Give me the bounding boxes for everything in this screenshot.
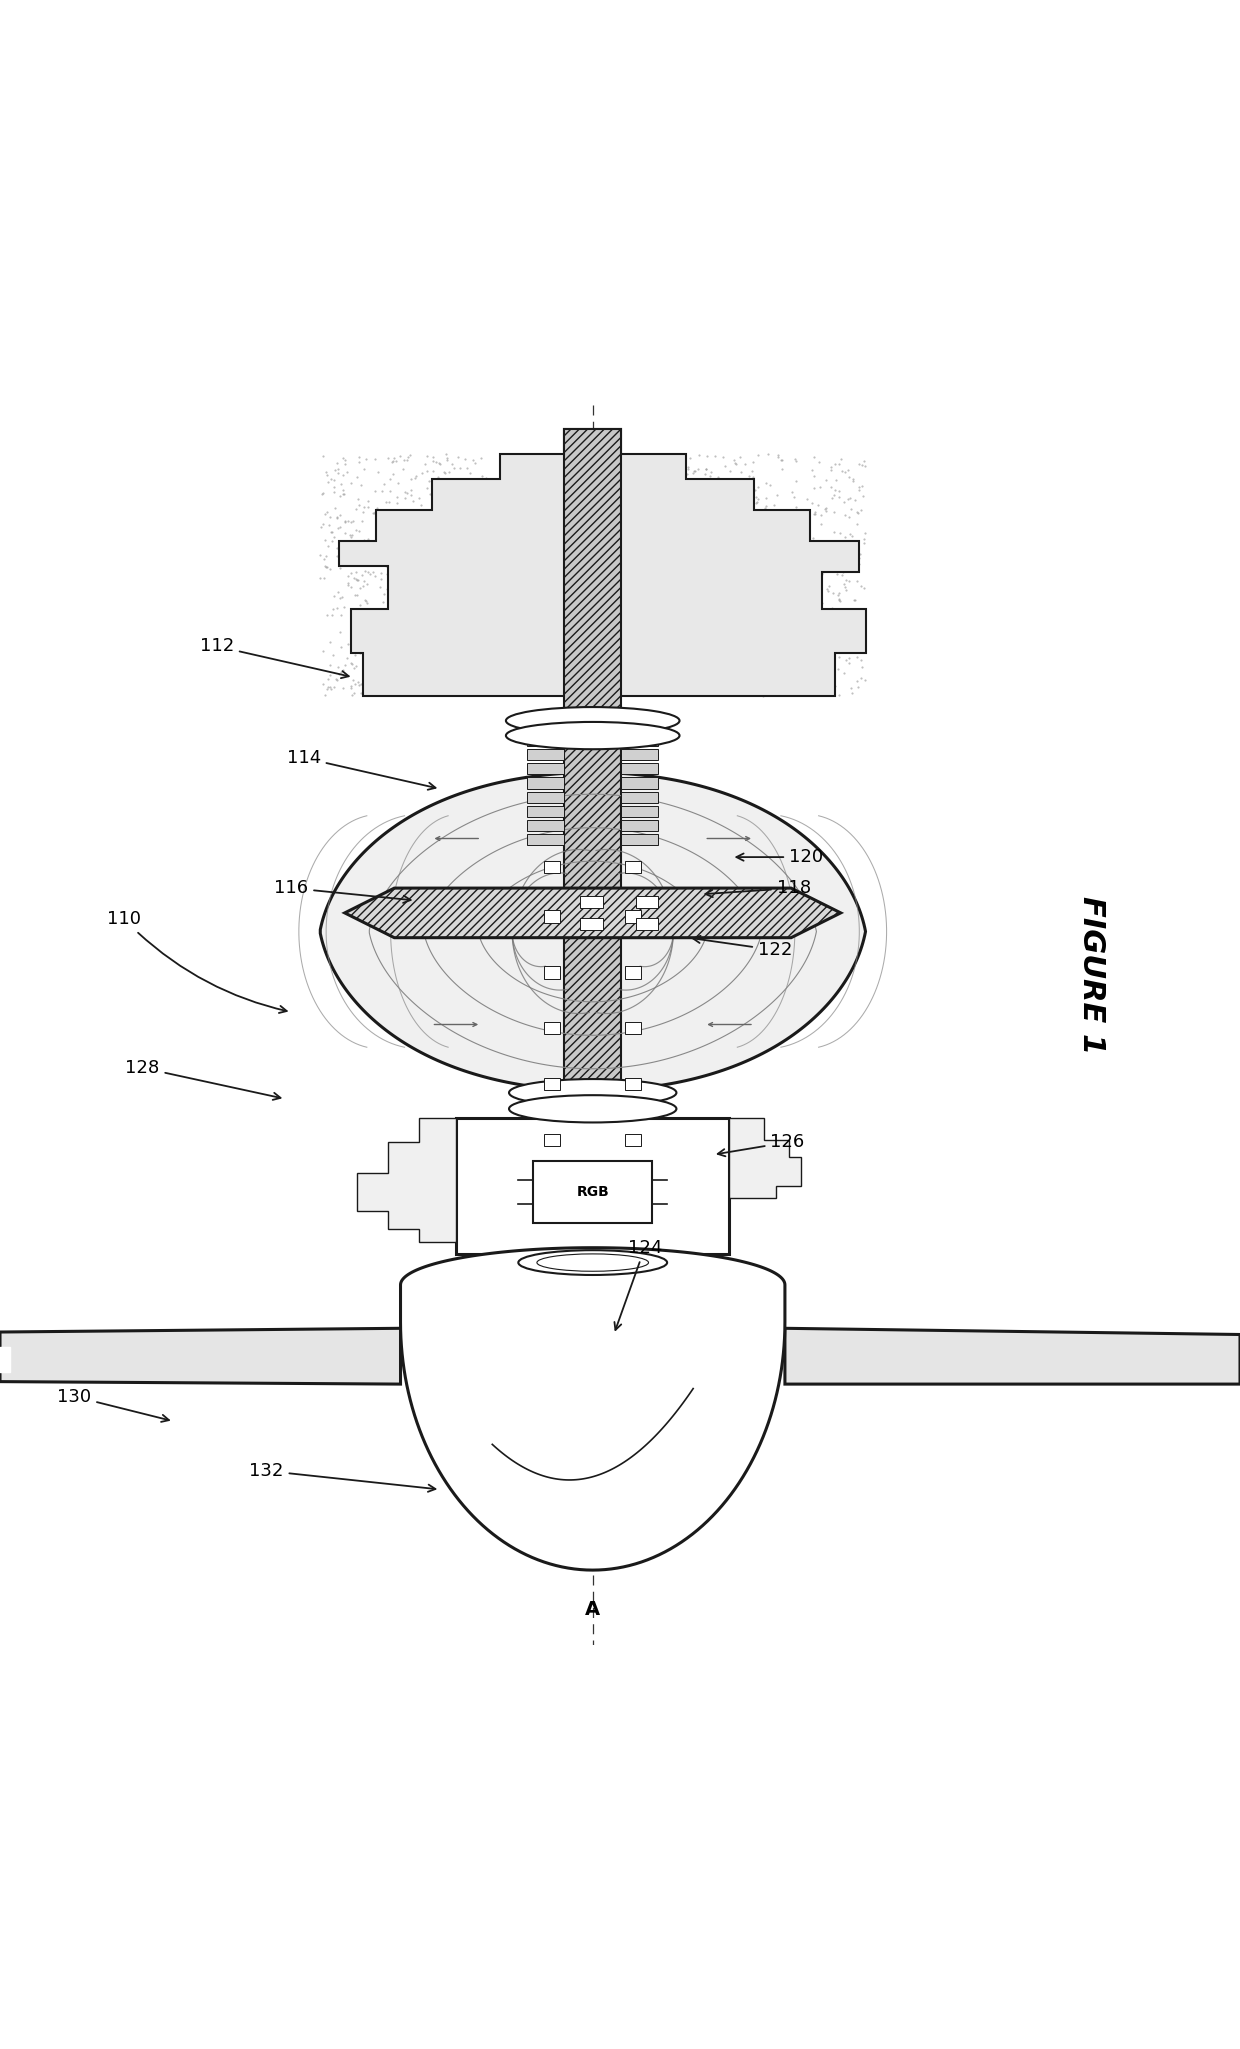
Bar [527, 820, 564, 832]
Bar [533, 1162, 652, 1223]
Text: 114: 114 [286, 748, 435, 789]
Bar [636, 895, 658, 908]
Text: 112: 112 [200, 637, 348, 678]
Text: FIGURE 1: FIGURE 1 [1076, 895, 1106, 1053]
Text: 116: 116 [274, 879, 410, 904]
Bar [544, 861, 560, 873]
Bar [527, 721, 564, 731]
Text: 128: 128 [125, 1059, 280, 1100]
Bar [544, 1182, 560, 1197]
Bar [544, 910, 560, 922]
Bar [636, 918, 658, 930]
Bar [564, 430, 621, 1520]
Ellipse shape [506, 707, 680, 734]
Bar [621, 721, 658, 731]
Bar [527, 736, 564, 746]
Bar [621, 820, 658, 832]
Text: 126: 126 [718, 1133, 805, 1156]
Ellipse shape [508, 1094, 677, 1123]
Bar [527, 764, 564, 775]
Text: 132: 132 [249, 1461, 435, 1492]
Text: 124: 124 [615, 1240, 662, 1330]
Text: A: A [585, 1600, 600, 1619]
Bar [544, 1022, 560, 1035]
Bar [544, 1133, 560, 1145]
Text: 110: 110 [107, 910, 286, 1012]
Polygon shape [785, 1328, 1240, 1385]
Bar [527, 834, 564, 846]
Polygon shape [339, 430, 866, 697]
Bar [625, 1182, 641, 1197]
Ellipse shape [518, 1250, 667, 1274]
Polygon shape [345, 887, 841, 938]
Bar [621, 736, 658, 746]
Text: 122: 122 [693, 936, 792, 959]
Polygon shape [320, 772, 866, 1090]
Polygon shape [0, 1328, 401, 1385]
Polygon shape [729, 1117, 801, 1254]
Bar [621, 750, 658, 760]
Text: 130: 130 [57, 1387, 169, 1422]
Bar [621, 764, 658, 775]
Text: 120: 120 [737, 848, 823, 867]
Bar [527, 750, 564, 760]
Bar [625, 910, 641, 922]
Text: 118: 118 [706, 879, 811, 897]
Bar [527, 791, 564, 803]
Bar [621, 834, 658, 846]
Bar [625, 861, 641, 873]
Bar [544, 1078, 560, 1090]
Polygon shape [401, 1248, 785, 1570]
Ellipse shape [537, 1254, 649, 1270]
Bar [621, 805, 658, 818]
Text: RGB: RGB [577, 1184, 609, 1199]
Bar [621, 777, 658, 789]
Ellipse shape [506, 721, 680, 750]
Ellipse shape [508, 1080, 677, 1106]
Bar [580, 918, 603, 930]
Bar [621, 791, 658, 803]
Bar [625, 1022, 641, 1035]
Bar [580, 895, 603, 908]
Bar [456, 1117, 729, 1254]
Bar [527, 805, 564, 818]
Bar [625, 1078, 641, 1090]
Bar [625, 967, 641, 979]
Bar [625, 1133, 641, 1145]
Polygon shape [357, 1117, 456, 1254]
Bar [527, 777, 564, 789]
Bar [544, 967, 560, 979]
